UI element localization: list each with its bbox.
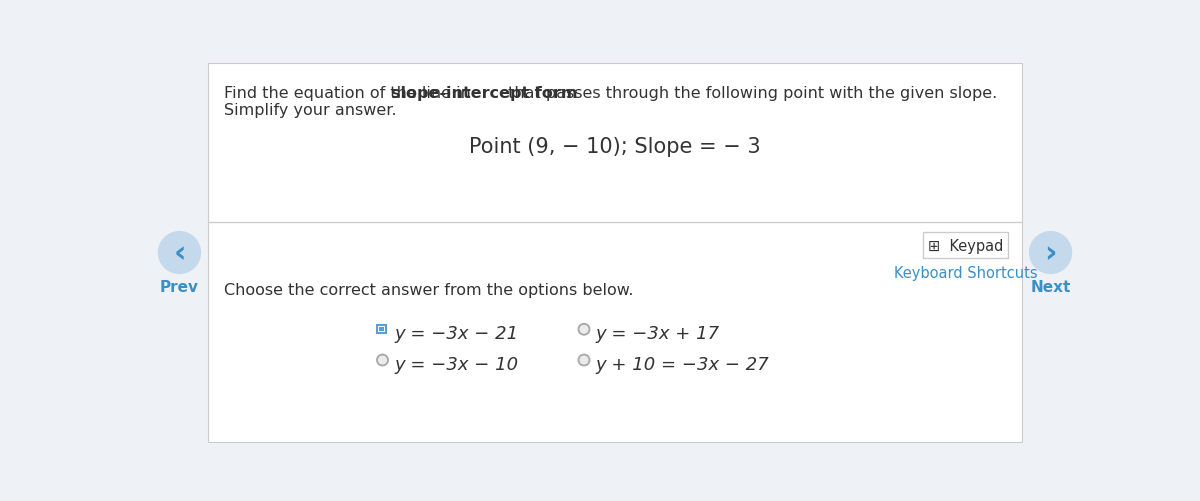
Text: Choose the correct answer from the options below.: Choose the correct answer from the optio… xyxy=(223,283,634,298)
FancyBboxPatch shape xyxy=(924,233,1008,259)
FancyBboxPatch shape xyxy=(208,64,1022,442)
FancyBboxPatch shape xyxy=(379,327,384,332)
Text: y = −3x − 10: y = −3x − 10 xyxy=(394,355,518,373)
Text: slope-intercept form: slope-intercept form xyxy=(391,86,577,100)
Text: ›: › xyxy=(1044,238,1057,268)
Text: Keyboard Shortcuts: Keyboard Shortcuts xyxy=(894,265,1038,280)
Text: that passes through the following point with the given slope.: that passes through the following point … xyxy=(503,86,997,100)
Text: Point (9, − 10); Slope = − 3: Point (9, − 10); Slope = − 3 xyxy=(469,137,761,157)
Text: y = −3x − 21: y = −3x − 21 xyxy=(394,324,518,342)
Text: y + 10 = −3x − 27: y + 10 = −3x − 27 xyxy=(595,355,769,373)
Text: ‹: ‹ xyxy=(173,238,186,268)
FancyBboxPatch shape xyxy=(377,325,385,334)
Circle shape xyxy=(580,356,588,365)
Circle shape xyxy=(378,356,386,365)
Text: Prev: Prev xyxy=(160,279,199,294)
Text: y = −3x + 17: y = −3x + 17 xyxy=(595,324,720,342)
Circle shape xyxy=(580,325,588,334)
Text: Find the equation of the line in: Find the equation of the line in xyxy=(223,86,475,100)
Text: Next: Next xyxy=(1031,279,1070,294)
Circle shape xyxy=(157,231,202,275)
Circle shape xyxy=(1028,231,1073,275)
Text: Simplify your answer.: Simplify your answer. xyxy=(223,102,396,117)
Text: ⊞  Keypad: ⊞ Keypad xyxy=(928,238,1003,254)
